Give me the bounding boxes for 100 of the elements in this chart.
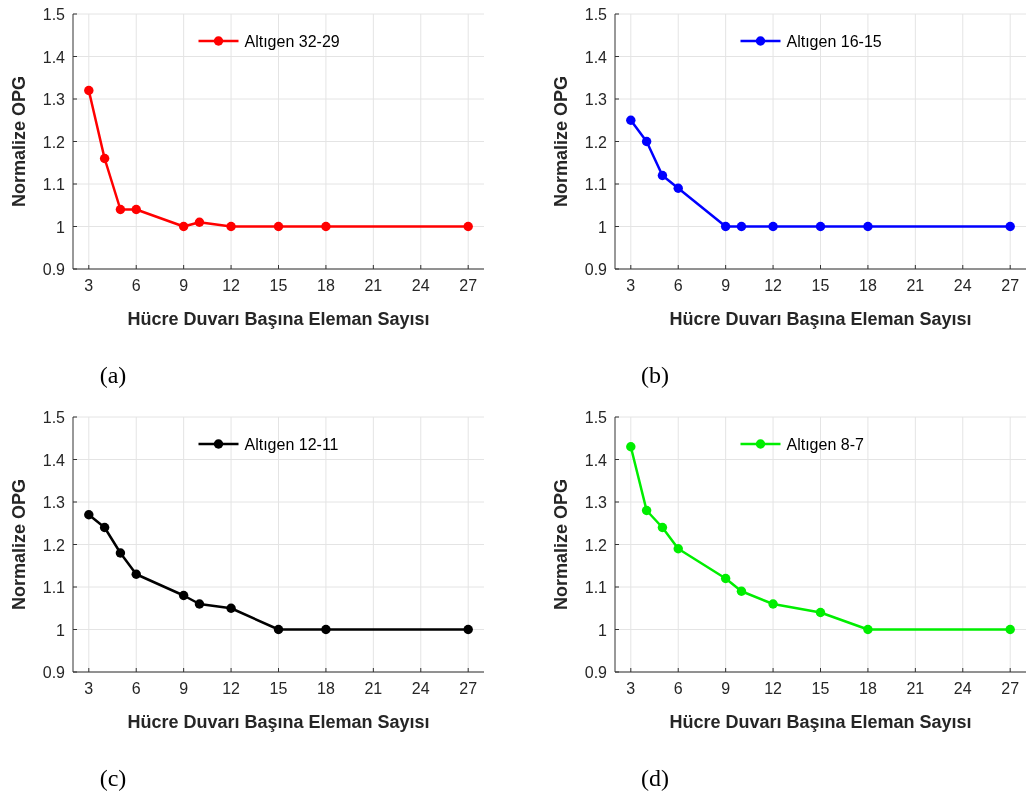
x-tick-label: 12 xyxy=(222,680,241,697)
text: (d) xyxy=(641,765,669,791)
y-tick-label: 1.4 xyxy=(584,451,608,469)
x-tick-label: 6 xyxy=(131,277,141,294)
x-tick-label: 3 xyxy=(84,277,94,294)
point xyxy=(815,221,826,232)
y-tick-label: 1.1 xyxy=(42,579,66,596)
point xyxy=(657,522,668,533)
x-tick-label: 24 xyxy=(953,277,972,294)
legend-label: Altıgen 12-11 xyxy=(244,436,339,453)
y-axis-title: Normalize OPG xyxy=(551,75,571,208)
point xyxy=(768,221,778,232)
x-tick-label: 12 xyxy=(764,277,783,294)
text: (a) xyxy=(99,362,127,388)
y-tick-label: 0.9 xyxy=(42,664,66,681)
x-axis-title: Hücre Duvarı Başına Eleman Sayısı xyxy=(669,712,972,732)
point xyxy=(178,590,189,601)
y-tick-label: 1.5 xyxy=(42,6,66,23)
y-tick-label: 1.3 xyxy=(584,91,608,108)
x-tick-label: 3 xyxy=(626,277,636,294)
point xyxy=(273,624,284,635)
x-tick-label: 15 xyxy=(811,277,830,294)
x-tick-label: 18 xyxy=(859,680,877,697)
point xyxy=(815,607,826,618)
x-tick-label: 21 xyxy=(906,680,925,697)
y-tick-label: 1.2 xyxy=(584,536,608,554)
x-tick-label: 21 xyxy=(906,277,925,294)
x-tick-label: 21 xyxy=(364,277,383,294)
point xyxy=(768,599,778,609)
y-tick-label: 1.3 xyxy=(42,91,66,108)
point xyxy=(463,221,473,232)
point xyxy=(178,221,189,232)
point xyxy=(273,221,284,232)
point xyxy=(736,586,747,596)
point xyxy=(226,603,236,613)
y-tick-label: 1 xyxy=(598,218,608,236)
x-tick-label: 12 xyxy=(764,680,783,697)
y-axis-title: Normalize OPG xyxy=(551,478,571,611)
y-tick-label: 1 xyxy=(598,621,608,639)
y-tick-label: 1.2 xyxy=(42,133,66,151)
text: (b) xyxy=(641,362,669,388)
x-tick-label: 18 xyxy=(859,277,877,294)
y-tick-label: 1.1 xyxy=(584,176,608,193)
x-tick-label: 18 xyxy=(317,277,335,294)
x-tick-label: 27 xyxy=(459,680,478,697)
y-tick-label: 0.9 xyxy=(584,664,608,681)
point xyxy=(226,221,236,232)
y-axis-title: Normalize OPG xyxy=(9,478,29,611)
x-tick-label: 24 xyxy=(411,277,430,294)
x-tick-label: 27 xyxy=(1001,680,1020,697)
x-tick-label: 24 xyxy=(411,680,430,697)
x-tick-label: 21 xyxy=(364,680,383,697)
x-tick-label: 6 xyxy=(131,680,141,697)
x-tick-label: 18 xyxy=(317,680,335,697)
point xyxy=(1005,624,1015,635)
point xyxy=(84,510,94,520)
x-axis-title: Hücre Duvarı Başına Eleman Sayısı xyxy=(127,712,430,732)
x-tick-label: 9 xyxy=(721,680,731,697)
y-tick-label: 1.5 xyxy=(42,409,66,426)
point xyxy=(720,573,731,584)
x-tick-label: 15 xyxy=(269,277,288,294)
x-tick-label: 15 xyxy=(269,680,288,697)
point xyxy=(321,624,331,635)
y-tick-label: 1.1 xyxy=(42,176,66,193)
y-tick-label: 0.9 xyxy=(584,261,608,278)
x-tick-label: 15 xyxy=(811,680,830,697)
point xyxy=(194,599,205,609)
point xyxy=(84,85,94,96)
point xyxy=(863,624,873,635)
x-tick-label: 3 xyxy=(84,680,94,697)
x-tick-label: 9 xyxy=(721,277,731,294)
legend-label: Altıgen 16-15 xyxy=(786,33,882,50)
point xyxy=(641,136,652,147)
point xyxy=(321,221,331,232)
point xyxy=(194,217,205,227)
point xyxy=(115,204,126,215)
x-axis-title: Hücre Duvarı Başına Eleman Sayısı xyxy=(669,309,972,329)
point xyxy=(736,221,747,232)
y-tick-label: 1.4 xyxy=(584,48,608,66)
y-tick-label: 1.4 xyxy=(42,451,66,469)
point xyxy=(99,153,110,164)
y-tick-label: 1.2 xyxy=(42,536,66,554)
point xyxy=(626,442,636,452)
y-tick-label: 1.3 xyxy=(42,494,66,511)
y-axis-title: Normalize OPG xyxy=(9,75,29,208)
x-tick-label: 6 xyxy=(673,277,683,294)
x-tick-label: 27 xyxy=(459,277,478,294)
y-tick-label: 1.3 xyxy=(584,494,608,511)
point xyxy=(131,569,141,579)
point xyxy=(131,204,141,215)
y-tick-label: 0.9 xyxy=(42,261,66,278)
point xyxy=(463,624,473,635)
y-tick-label: 1.5 xyxy=(584,409,608,426)
y-tick-label: 1 xyxy=(56,218,66,236)
x-tick-label: 9 xyxy=(179,277,189,294)
point xyxy=(720,221,731,232)
point xyxy=(863,221,873,232)
y-tick-label: 1.5 xyxy=(584,6,608,23)
legend-label: Altıgen 32-29 xyxy=(244,33,340,50)
y-tick-label: 1.1 xyxy=(584,579,608,596)
